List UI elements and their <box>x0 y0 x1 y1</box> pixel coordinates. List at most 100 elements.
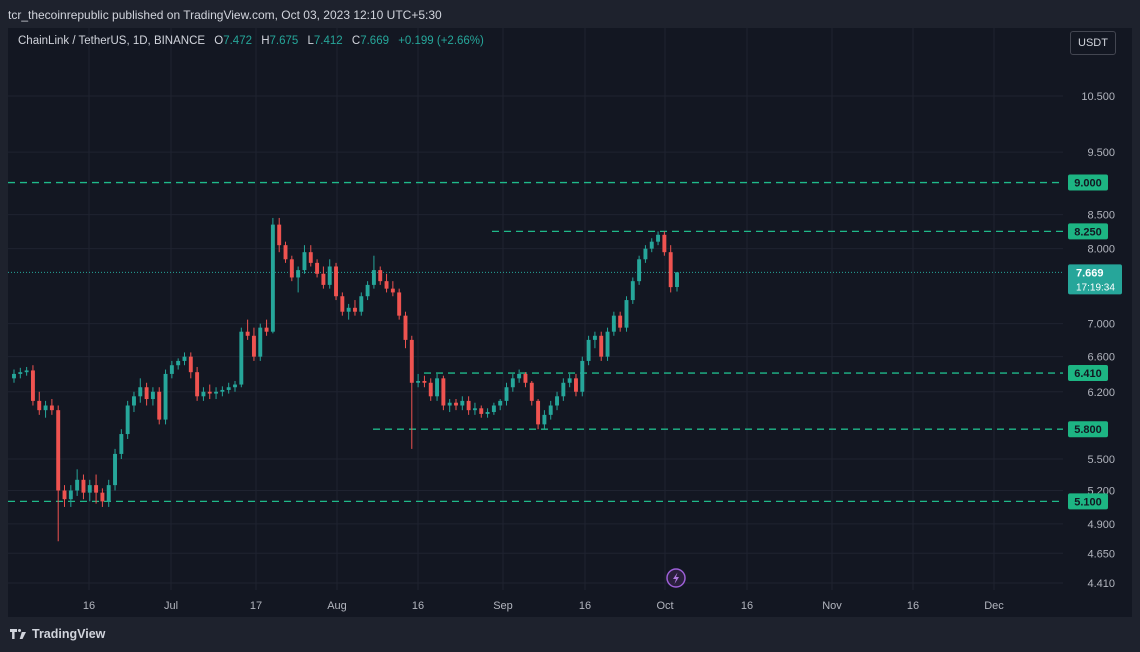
candle-body <box>106 485 111 502</box>
price-level-badge <box>1068 493 1108 510</box>
candle-body <box>150 391 155 400</box>
candle-body <box>87 485 92 493</box>
tradingview-brand[interactable]: TradingView <box>10 627 105 641</box>
candle-body <box>592 335 597 340</box>
x-axis-tick-label: Oct <box>656 600 673 612</box>
candle-body <box>555 396 559 406</box>
candle-body <box>18 372 23 374</box>
candle-body <box>397 292 402 316</box>
candle-body <box>68 490 73 500</box>
candle-body <box>580 360 585 392</box>
candle-body <box>56 410 61 491</box>
close-value: 7.669 <box>360 35 389 47</box>
price-level-badge <box>1068 174 1108 191</box>
candle-body <box>510 378 515 388</box>
candle-body <box>422 380 427 383</box>
candle-body <box>567 378 572 383</box>
chart-pane[interactable] <box>8 28 1132 617</box>
candle-body <box>371 270 376 285</box>
price-chart[interactable]: 10.500 9.500 8.500 8.000 7.000 6.600 6.200 5.50… <box>8 28 1132 617</box>
y-axis-tick-label: 5.500 <box>1087 454 1115 466</box>
candle-body <box>289 259 294 278</box>
candle-body <box>649 241 654 249</box>
price-level-label: 8.250 <box>1074 226 1102 238</box>
candle-body <box>479 408 484 414</box>
candle-body <box>233 384 237 388</box>
y-axis-tick-label: 6.600 <box>1087 352 1115 364</box>
candle-body <box>132 396 136 406</box>
last-price-label: 7.669 <box>1076 267 1104 279</box>
candle-body <box>270 224 275 332</box>
candle-body <box>327 266 332 285</box>
x-axis-tick-label: 16 <box>83 600 95 612</box>
candle-body <box>302 252 307 271</box>
high-value: 7.675 <box>269 35 299 47</box>
high-label: H <box>261 35 270 47</box>
candle-body <box>536 400 541 425</box>
candle-body <box>611 315 616 332</box>
candle-body <box>656 234 661 242</box>
candle-body <box>277 224 282 246</box>
candle-body <box>182 356 187 361</box>
footer-bar: TradingView <box>0 617 1140 652</box>
x-axis-tick-label: Dec <box>984 600 1004 612</box>
y-axis-tick-label: 8.500 <box>1087 210 1115 222</box>
y-axis-tick-label: 7.000 <box>1087 319 1115 331</box>
x-axis-tick-label: Nov <box>822 600 842 612</box>
candle-body <box>542 414 547 425</box>
candle-body <box>334 266 338 297</box>
open-value: 7.472 <box>223 35 252 47</box>
candle-body <box>24 370 29 373</box>
y-axis-tick-label: 8.000 <box>1087 244 1115 256</box>
candle-body <box>460 400 465 406</box>
y-axis-tick-label: 9.500 <box>1087 147 1115 159</box>
close-label: C <box>351 35 361 47</box>
candle-body <box>195 372 200 397</box>
candle-body <box>643 248 648 260</box>
x-axis-tick-label: Aug <box>327 600 347 612</box>
candle-body <box>239 331 244 385</box>
candle-body <box>201 391 206 397</box>
price-level-label: 9.000 <box>1074 178 1102 190</box>
price-level-badge <box>1068 223 1108 240</box>
candle-body <box>668 252 673 288</box>
candle-body <box>176 360 181 366</box>
candle-body <box>30 370 35 401</box>
top-bar: tcr_thecoinrepublic published on Trading… <box>0 0 1140 28</box>
candle-body <box>245 331 250 336</box>
candle-body <box>624 300 629 328</box>
candle-body <box>378 270 383 282</box>
candle-body <box>630 281 635 301</box>
candle-body <box>100 492 105 502</box>
candle-body <box>428 382 433 397</box>
candle-body <box>472 408 477 411</box>
candle-body <box>163 373 168 420</box>
candle-body <box>416 380 421 383</box>
y-axis-tick-label: 4.900 <box>1087 519 1115 531</box>
candle-body <box>599 335 604 357</box>
price-level-label: 6.410 <box>1074 368 1102 380</box>
x-axis-tick-label: 16 <box>412 600 424 612</box>
last-price-badge <box>1068 264 1122 295</box>
x-axis-tick-label: 16 <box>579 600 591 612</box>
candle-body <box>586 339 591 361</box>
candle-body <box>207 391 212 394</box>
low-value: 7.412 <box>313 35 343 47</box>
currency-button[interactable]: USDT <box>1070 31 1116 55</box>
symbol-title: ChainLink / TetherUS, 1D, BINANCE <box>18 35 206 47</box>
y-axis-tick-label: 4.410 <box>1087 578 1115 590</box>
candle-body <box>113 453 117 486</box>
candle-body <box>12 373 16 379</box>
x-axis-tick-label: 16 <box>907 600 919 612</box>
candle-body <box>605 331 610 357</box>
candle-body <box>315 262 320 274</box>
candle-body <box>43 405 48 411</box>
candle-body <box>214 391 219 394</box>
candle-body <box>119 434 124 454</box>
event-lightning-icon[interactable] <box>666 568 686 588</box>
candle-body <box>283 245 288 260</box>
candle-body <box>529 382 534 401</box>
candle-body <box>37 400 42 411</box>
candle-body <box>321 273 326 285</box>
candle-body <box>169 365 174 374</box>
